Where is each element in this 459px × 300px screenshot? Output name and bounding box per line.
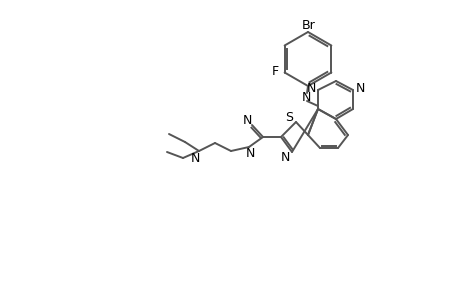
Text: N: N [280,151,289,164]
Text: N: N [354,82,364,94]
Text: S: S [285,110,292,124]
Text: N: N [190,152,199,164]
Text: N: N [245,146,254,160]
Text: Br: Br [302,19,315,32]
Text: N: N [306,82,315,94]
Text: N: N [242,113,251,127]
Text: N: N [301,91,310,103]
Text: F: F [271,65,279,78]
